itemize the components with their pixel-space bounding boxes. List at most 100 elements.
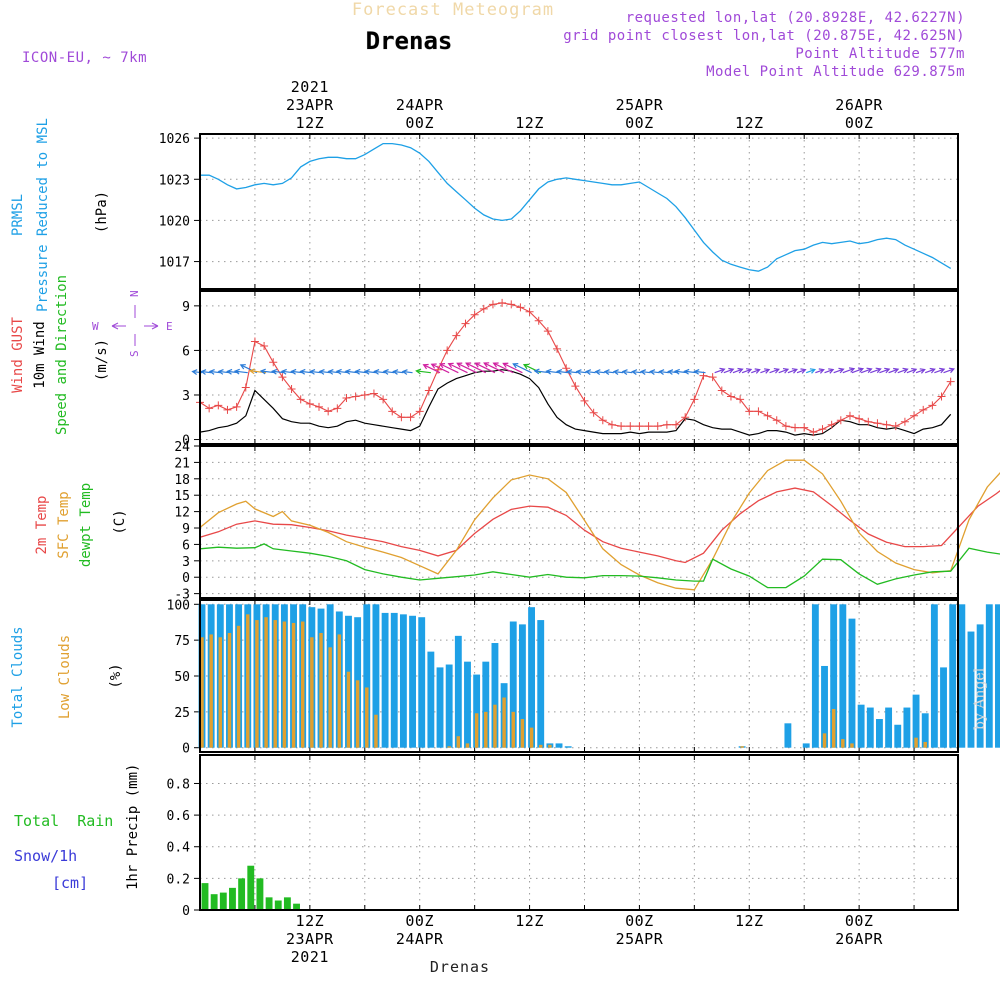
wind-gust-marker <box>763 411 772 420</box>
low-cloud-bar <box>539 744 543 748</box>
wind-gust-marker <box>543 327 552 336</box>
total-cloud-bar <box>802 743 810 748</box>
wind-direction-arrowhead <box>465 362 472 368</box>
total-cloud-bar <box>555 743 563 748</box>
wind-direction-arrowhead <box>746 368 753 374</box>
wind-frame <box>199 290 959 445</box>
low-cloud-bar <box>218 637 223 748</box>
wind-gust-marker <box>653 422 662 431</box>
wind-gust-marker <box>342 393 351 402</box>
total-cloud-bar <box>454 635 462 748</box>
wind-gust-marker <box>726 392 735 401</box>
footer-location: Drenas <box>430 958 490 976</box>
wind-gust-marker <box>296 395 305 404</box>
low-cloud-bar <box>493 704 497 748</box>
total-cloud-bar <box>976 624 984 748</box>
wind-direction-vector <box>769 368 779 374</box>
wind-direction-arrowhead <box>438 363 446 369</box>
y-tick-label: 6 <box>182 538 190 553</box>
wind-direction-vector <box>741 368 752 374</box>
grid-point-coordinates: grid point closest lon,lat (20.875E, 42.… <box>563 28 965 44</box>
low-cloud-bar <box>914 737 918 748</box>
wind-gust-marker <box>406 413 415 422</box>
y-tick-label: 0 <box>182 742 190 757</box>
wind-gust-marker <box>827 420 836 429</box>
time-label: 12Z <box>296 912 325 930</box>
wind-gust-marker <box>443 346 452 355</box>
wind-direction-vector <box>796 369 806 374</box>
wind-direction-arrowhead <box>919 368 926 374</box>
rain-bar <box>283 897 291 910</box>
wind-direction-vector <box>897 368 908 374</box>
wind-direction-vector <box>870 368 881 374</box>
wind-direction-arrowhead <box>415 368 422 375</box>
wind-direction-vector <box>787 368 798 374</box>
wind-direction-vector <box>431 363 450 374</box>
clouds-axis-labels: Total Clouds Low Clouds (%) <box>10 626 124 727</box>
wind-direction-arrowhead <box>354 368 361 375</box>
total-cloud-bar <box>848 618 856 748</box>
wind-direction-arrowhead <box>911 367 918 374</box>
y-tick-label: 50 <box>174 670 190 685</box>
total-cloud-bar <box>518 624 526 748</box>
wind-direction-arrowhead <box>612 369 619 375</box>
wind-direction-vector <box>402 370 413 374</box>
wind-gust-marker <box>717 386 726 395</box>
wind-direction-arrowhead <box>522 363 530 370</box>
wind-direction-vector <box>851 368 864 374</box>
wind-gust-marker <box>488 300 497 309</box>
y-tick-label: 0 <box>182 904 190 919</box>
low-cloud-bar <box>200 637 204 748</box>
total-cloud-bar <box>866 707 874 748</box>
wind-direction-arrowhead <box>649 369 656 375</box>
axis-label: 10m Wind <box>32 321 48 388</box>
total-cloud-bar <box>399 614 407 748</box>
total-cloud-bar <box>445 664 453 748</box>
wind-direction-vector <box>319 370 331 374</box>
y-tick-label: 1017 <box>159 256 190 271</box>
wind-gust-marker <box>315 402 324 411</box>
wind-direction-arrowhead <box>309 369 316 375</box>
low-cloud-bar <box>456 736 461 748</box>
low-cloud-bar <box>310 637 314 748</box>
wind-direction-vector <box>732 368 743 374</box>
wind-gust-marker <box>369 389 378 398</box>
y-tick-label: -3 <box>174 588 190 603</box>
wind-direction-arrowhead <box>857 367 865 373</box>
total-cloud-bar <box>985 604 993 748</box>
time-label: 23APR <box>286 96 334 114</box>
wind-gust-marker <box>260 341 269 350</box>
axis-label: Speed and Direction <box>54 275 70 435</box>
wind-gust-marker <box>278 373 287 382</box>
wind-gust-marker <box>946 377 955 386</box>
wind-direction-vector <box>393 370 404 374</box>
low-cloud-bar <box>511 711 515 748</box>
wind-direction-arrowhead <box>575 369 582 375</box>
wind-direction-arrowhead <box>939 367 946 374</box>
wind-direction-arrowhead <box>893 367 900 374</box>
total-cloud-bar <box>436 667 444 748</box>
low-cloud-bar <box>529 727 534 748</box>
time-label: 25APR <box>616 930 664 948</box>
total-cloud-bar <box>930 604 938 748</box>
rain-bar <box>229 887 236 910</box>
wind-direction-arrowhead <box>373 369 380 375</box>
time-label: 24APR <box>396 930 444 948</box>
wind-direction-vector <box>457 362 477 374</box>
wind-direction-vector <box>650 370 660 374</box>
wind-gust-line <box>199 302 952 433</box>
rain-bar <box>210 894 218 910</box>
low-cloud-bar <box>822 733 827 748</box>
total-cloud-bar <box>491 643 499 748</box>
low-cloud-bar <box>484 711 488 748</box>
wind-direction-arrowhead <box>327 369 334 375</box>
wind-direction-vector <box>383 370 395 374</box>
wind-direction-vector <box>879 368 890 374</box>
axis-label: 2m Temp <box>34 495 50 554</box>
temp-line-dewpt-temp <box>199 543 1000 589</box>
compass-north: N <box>128 290 141 297</box>
y-tick-label: 0.8 <box>167 777 190 792</box>
wind-gust-marker <box>626 422 635 431</box>
low-cloud-bar <box>246 614 250 748</box>
wind-direction-vector <box>934 368 945 374</box>
